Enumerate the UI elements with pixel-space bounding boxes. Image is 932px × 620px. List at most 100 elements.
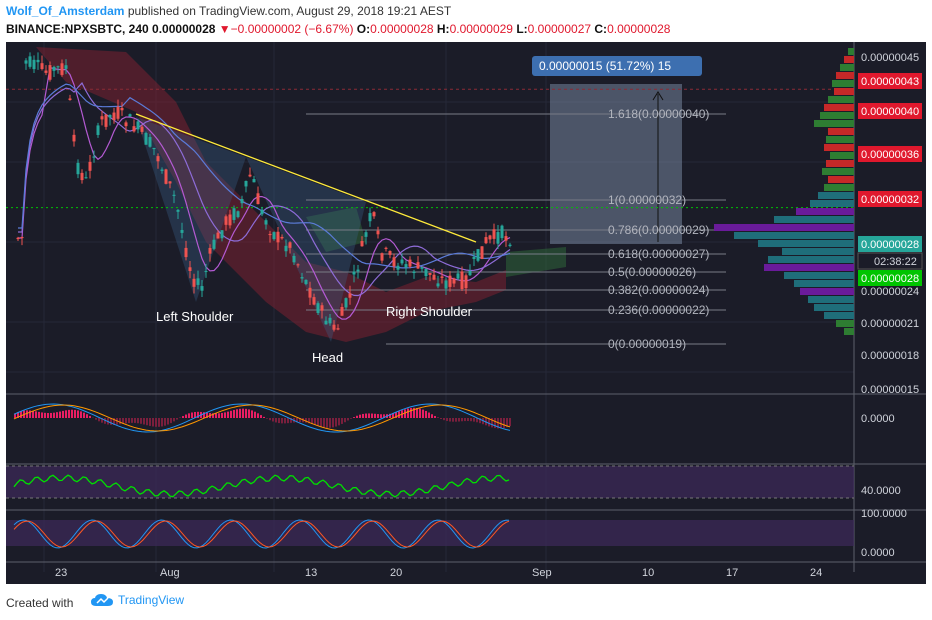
macd-histogram-bar [305,418,307,423]
fib-label: 0.786(0.00000029) [608,223,709,237]
fib-label: 0(0.00000019) [608,337,686,351]
macd-histogram-bar [230,410,232,418]
candle-body [468,270,472,276]
macd-histogram-bar [380,414,382,418]
macd-histogram-bar [317,418,319,426]
tradingview-brand[interactable]: TradingView [90,592,184,608]
candle-body [384,247,388,249]
macd-histogram-bar [203,412,205,418]
macd-histogram-bar [410,407,412,418]
horizontal-levels [6,29,854,209]
candle-body [360,241,364,247]
macd-histogram-bar [281,418,283,424]
macd-histogram-bar [329,418,331,428]
volume-profile-bar [784,272,854,279]
candle-body [508,244,512,247]
macd-histogram-bar [308,418,310,424]
macd-histogram-bar [50,412,52,418]
candle-body [256,193,260,205]
macd-histogram-bar [374,413,376,418]
fib-label: 0.5(0.00000026) [608,265,696,279]
macd-histogram-bar [80,411,82,418]
macd-histogram-bar [167,418,169,425]
macd-histogram-bar [368,413,370,418]
macd-histogram-bar [404,409,406,418]
fib-label: 0.382(0.00000024) [608,283,709,297]
candle-body [100,116,104,120]
close-value: 0.00000028 [607,22,671,36]
volume-profile-bar [824,312,854,319]
macd-histogram-bar [146,418,148,426]
candle-body [76,162,80,175]
candle-body [200,286,204,291]
candle-body [416,262,420,269]
volume-profile-bar [826,136,854,143]
fib-retracement: 1.618(0.00000040) 1(0.00000032) 0.786(0.00… [306,107,726,351]
measure-label-box [532,56,702,76]
candle-body [288,242,292,248]
macd-histogram-bar [239,408,241,418]
price-tag-box [857,252,923,270]
close-label: C: [594,22,608,36]
candle-body [112,112,116,121]
publish-info: published on TradingView.com, August 29,… [127,4,452,18]
macd-histogram-bar [158,418,160,427]
macd-histogram-bar [290,418,292,423]
candle-body [348,293,352,298]
chart-svg[interactable]: 0.00000015 (51.72%) 15 1.618(0.00000040)… [6,29,926,584]
candle-body [96,125,100,135]
candle-body [104,114,108,127]
macd-histogram-bar [434,415,436,418]
macd-histogram-bar [449,418,451,422]
macd-histogram-bar [506,418,508,428]
fib-label: 1.618(0.00000040) [608,107,709,121]
macd-histogram-bar [413,407,415,418]
macd-histogram-bar [176,418,178,420]
macd-histogram-bar [470,418,472,422]
candle-body [424,268,428,277]
signal-line [13,404,511,432]
macd-histogram-bar [143,418,145,425]
macd-histogram-bar [353,417,355,418]
candle-body [172,194,176,196]
macd-histogram-bar [95,418,97,420]
macd-histogram-bar [425,410,427,418]
candle-body [308,287,312,298]
price-change: ▼−0.00000002 (−6.67%) [218,22,354,36]
macd-histogram-bar [41,412,43,418]
candle-body [80,172,84,181]
author-link[interactable]: Wolf_Of_Amsterdam [6,4,125,18]
macd-histogram-bar [215,413,217,418]
price-axis: 0.00000045 0.00000043 0.00000040 0.00000036… [857,52,923,559]
trendline[interactable] [135,113,477,243]
candle-body [352,271,356,275]
price-tag-box [858,146,922,162]
macd-histogram-bar [260,415,262,418]
macd-histogram-bar [140,418,142,424]
measure-tool: 0.00000015 (51.72%) 15 [532,56,702,244]
volume-profile-bar [822,168,854,175]
candle-body [376,230,380,235]
macd-histogram-bar [86,414,88,418]
tradingview-cloud-icon [91,594,113,606]
candle-body [216,232,220,239]
candle-body [428,272,432,275]
candle-body [60,63,64,75]
candle-body [312,297,316,305]
macd-histogram-bar [383,414,385,418]
candle-body [436,283,440,287]
volume-profile-bar [796,208,854,215]
chart-area[interactable]: 0.00000015 (51.72%) 15 1.618(0.00000040)… [6,29,926,584]
macd-histogram-bar [98,418,100,422]
candle-body [68,98,72,101]
stoch-band [6,520,854,546]
macd-histogram-bar [464,418,466,422]
candle-body [364,232,368,237]
macd-histogram-bar [191,412,193,418]
candle-body [452,278,456,284]
candle-body [156,156,160,162]
macd-histogram-bar [509,418,511,427]
macd-histogram-bar [503,418,505,429]
candle-body [56,66,60,68]
macd-histogram-bar [287,418,289,424]
